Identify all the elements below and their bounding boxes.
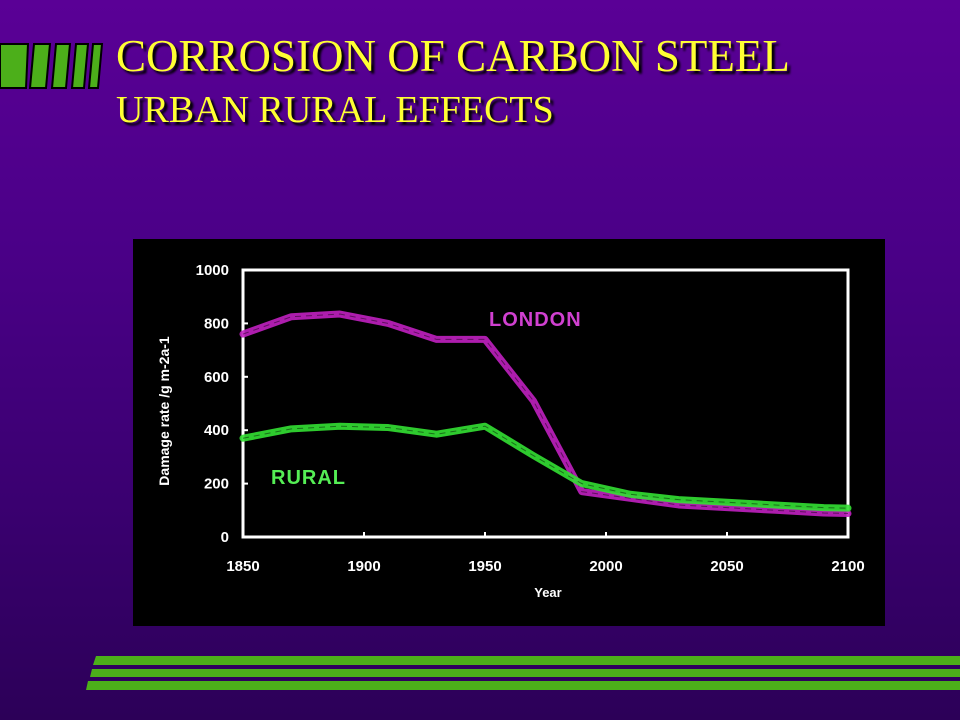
bottom-stripes-decoration xyxy=(86,656,960,690)
slide-title: CORROSION OF CARBON STEEL xyxy=(116,31,790,81)
x-tick-label: 2100 xyxy=(831,558,864,575)
logo-bars-decoration xyxy=(0,43,104,89)
x-tick-label: 2050 xyxy=(710,558,743,575)
y-tick-label: 600 xyxy=(204,369,229,386)
y-axis-title: Damage rate /g m-2a-1 xyxy=(156,336,172,486)
plot-frame xyxy=(241,268,850,539)
x-tick-label: 2000 xyxy=(589,558,622,575)
series-label-london: LONDON xyxy=(489,309,582,331)
slide-subtitle: URBAN RURAL EFFECTS xyxy=(116,89,554,131)
series-label-rural: RURAL xyxy=(271,467,346,489)
line-chart: 1850 1900 1950 2000 2050 2100 0 200 400 600 800 100… xyxy=(156,262,865,600)
series-line-rural xyxy=(239,422,852,512)
x-tick-label: 1850 xyxy=(226,558,259,575)
x-axis-title: Year xyxy=(534,585,561,600)
series-line-london xyxy=(239,310,852,518)
y-tick-label: 1000 xyxy=(196,262,229,279)
series-line-inner-rural xyxy=(242,425,849,509)
y-tick-label: 800 xyxy=(204,315,229,332)
y-tick-label: 0 xyxy=(221,529,229,546)
x-tick-label: 1950 xyxy=(468,558,501,575)
series-line-inner-london xyxy=(242,313,849,515)
chart-panel: 1850 1900 1950 2000 2050 2100 0 200 400 600 800 100… xyxy=(133,239,885,626)
x-tick-label: 1900 xyxy=(347,558,380,575)
y-tick-label: 400 xyxy=(204,422,229,439)
y-tick-label: 200 xyxy=(204,476,229,493)
